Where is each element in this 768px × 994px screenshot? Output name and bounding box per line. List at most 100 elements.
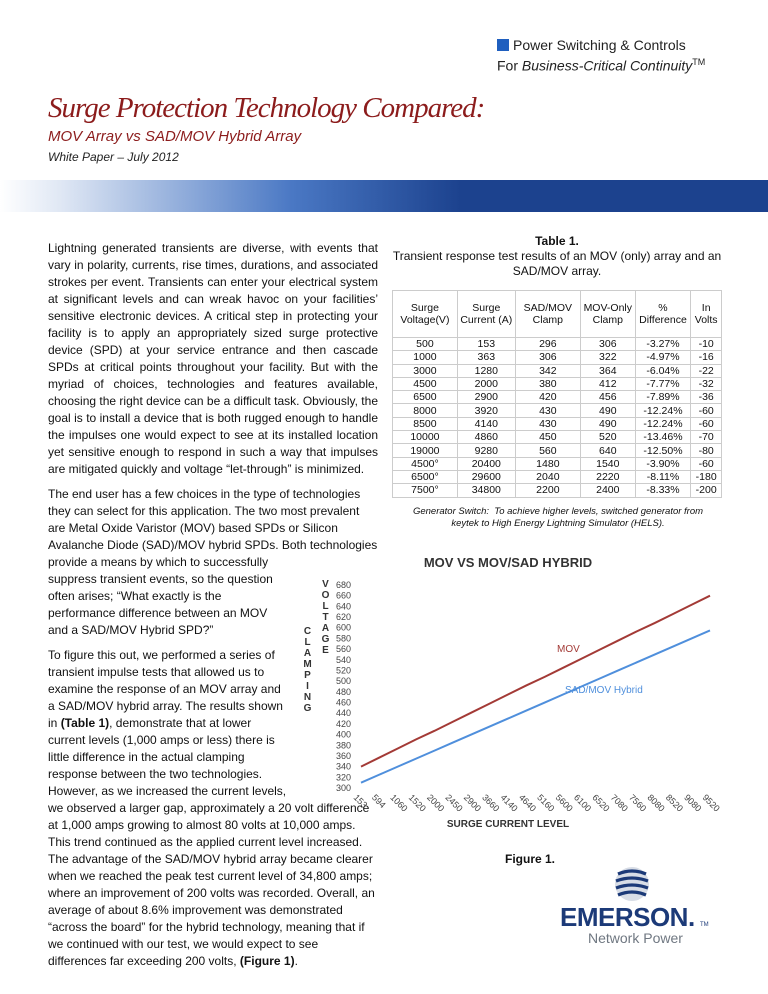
table-caption-text: Transient response test results of an MO…: [392, 249, 722, 278]
text-run: (Figure 1): [239, 954, 295, 968]
column-header: SAD/MOV Clamp: [514, 290, 581, 338]
x-tick-label: 9080: [682, 792, 703, 813]
y-tick-label: 340: [336, 762, 351, 772]
series-label: MOV: [557, 644, 580, 655]
x-tick-label: 4640: [517, 792, 538, 813]
logo-trademark: TM: [700, 922, 709, 928]
table-cell: -3.90%: [634, 456, 692, 471]
table-cell: 8000: [392, 403, 458, 418]
table-cell: 6500°: [392, 469, 458, 485]
table-cell: 306: [579, 336, 636, 352]
division: Power Switching & Controls: [497, 37, 705, 54]
table-cell: 490: [579, 416, 636, 432]
table-cell: -80: [690, 443, 722, 458]
table-row: 500 153 296 306 -3.27% -10: [392, 336, 722, 352]
table-cell: 8500: [392, 416, 458, 432]
y-tick-label: 620: [336, 612, 351, 622]
table-row: 19000 9280 560 640 -12.50% -80: [392, 443, 722, 458]
table-cell: 6500: [392, 390, 458, 405]
column-header: Surge Voltage(V): [392, 290, 458, 338]
table-cell: 296: [514, 336, 581, 352]
paragraph: To figure this out, we performed a serie…: [48, 647, 378, 970]
series-line: [360, 629, 711, 784]
y-tick-label: 580: [336, 633, 351, 643]
tagline-text: For: [497, 57, 522, 74]
column-header: Surge Current (A): [456, 290, 516, 338]
table: Surge Voltage(V) Surge Current (A) SAD/MOV…: [392, 290, 722, 498]
table-row: 3000 1280 342 364 -6.04% -22: [392, 363, 722, 378]
table-cell: 342: [514, 363, 581, 378]
figure-caption: Figure 1.: [505, 852, 556, 866]
table-cell: -7.89%: [634, 390, 692, 405]
table-cell: 4500: [392, 376, 458, 392]
table-cell: 4140: [456, 416, 516, 432]
y-axis-title: CLAMPING: [302, 626, 313, 714]
table-cell: -70: [690, 430, 722, 445]
text-run: The end user has a few choices in the ty…: [48, 487, 378, 637]
table-cell: 456: [579, 390, 636, 405]
y-tick-label: 360: [336, 751, 351, 761]
table-cell: -7.77%: [634, 376, 692, 392]
table-cell: 322: [579, 350, 636, 365]
y-tick-label: 600: [336, 623, 351, 633]
x-tick-label: 6100: [572, 792, 593, 813]
y-tick-label: 520: [336, 665, 351, 675]
x-tick-label: 6520: [590, 792, 611, 813]
x-tick-label: 7560: [627, 792, 648, 813]
series-line: [360, 594, 711, 768]
paragraph: The end user has a few choices in the ty…: [48, 486, 378, 639]
y-tick-label: 660: [336, 591, 351, 601]
x-tick-label: 8080: [645, 792, 666, 813]
table-cell: 640: [579, 443, 636, 458]
banner: [0, 180, 768, 212]
x-tick-label: 2900: [462, 792, 483, 813]
table-label: Table 1.: [535, 234, 579, 248]
table-cell: 490: [579, 403, 636, 418]
y-tick-label: 400: [336, 730, 351, 740]
text-run: (Table 1): [60, 716, 110, 730]
table-cell: -12.24%: [634, 416, 692, 432]
x-tick-label: 2000: [425, 792, 446, 813]
y-tick-label: 300: [336, 783, 351, 793]
table-row: 8000 3920 430 490 -12.24% -60: [392, 403, 722, 418]
table-cell: 4860: [456, 430, 516, 445]
table-cell: 29600: [456, 469, 516, 485]
tagline: For Business-Critical ContinuityTM: [497, 54, 705, 75]
x-tick-label: 5600: [554, 792, 575, 813]
table-row: 4500 2000 380 412 -7.77% -32: [392, 376, 722, 392]
table-row: 4500° 20400 1480 1540 -3.90% -60: [392, 456, 722, 471]
table-cell: -16: [690, 350, 722, 365]
table-row: 7500° 34800 2200 2400 -8.33% -200: [392, 483, 722, 498]
x-tick-label: 1060: [388, 792, 409, 813]
table-cell: -32: [690, 376, 722, 392]
text-run: , demonstrate that at lower current leve…: [48, 716, 375, 968]
paragraph: Lightning generated transients are diver…: [48, 240, 378, 478]
x-tick-label: 594: [370, 792, 388, 810]
x-tick-label: 7080: [609, 792, 630, 813]
series-label: SAD/MOV Hybrid: [565, 685, 643, 696]
table-cell: 363: [456, 350, 516, 365]
table-cell: 420: [514, 390, 581, 405]
column-header: MOV-Only Clamp: [579, 290, 636, 338]
table-cell: -22: [690, 363, 722, 378]
table-cell: 560: [514, 443, 581, 458]
y-tick-label: 380: [336, 740, 351, 750]
table-row: 10000 4860 450 520 -13.46% -70: [392, 430, 722, 445]
table-cell: 3920: [456, 403, 516, 418]
table-cell: 412: [579, 376, 636, 392]
division-text: Power Switching & Controls: [513, 37, 686, 53]
logo-globe: [615, 867, 649, 901]
chart: MOV VS MOV/SAD HYBRID SURGE CURRENT LEVE…: [336, 555, 722, 830]
table-row: 1000 363 306 322 -4.97% -16: [392, 350, 722, 365]
table-caption: Table 1. Transient response test results…: [392, 234, 722, 279]
table-note: Generator Switch: To achieve higher leve…: [398, 506, 718, 530]
table-cell: -3.27%: [634, 336, 692, 352]
table-cell: 306: [514, 350, 581, 365]
tagline-italic: Business-Critical Continuity: [521, 57, 693, 74]
x-tick-label: 3660: [480, 792, 501, 813]
table-cell: 364: [579, 363, 636, 378]
y-tick-label: 320: [336, 772, 351, 782]
header: Power Switching & Controls For Business-…: [497, 37, 705, 75]
chart-area: MOV VS MOV/SAD HYBRID SURGE CURRENT LEVE…: [295, 548, 725, 848]
table-cell: -8.11%: [634, 469, 692, 485]
